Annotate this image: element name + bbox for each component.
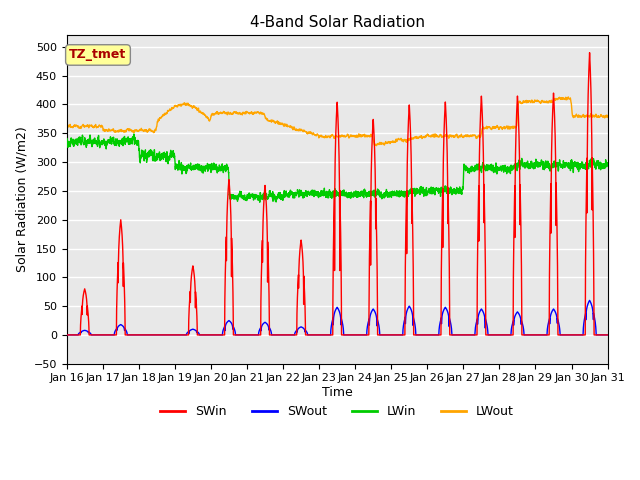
- Text: TZ_tmet: TZ_tmet: [69, 48, 127, 61]
- Y-axis label: Solar Radiation (W/m2): Solar Radiation (W/m2): [15, 127, 28, 273]
- Legend: SWin, SWout, LWin, LWout: SWin, SWout, LWin, LWout: [156, 400, 519, 423]
- X-axis label: Time: Time: [322, 386, 353, 399]
- Title: 4-Band Solar Radiation: 4-Band Solar Radiation: [250, 15, 424, 30]
